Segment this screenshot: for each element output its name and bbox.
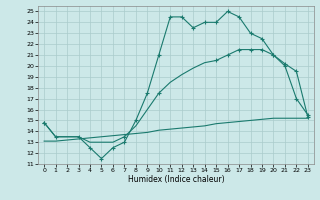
X-axis label: Humidex (Indice chaleur): Humidex (Indice chaleur) bbox=[128, 175, 224, 184]
